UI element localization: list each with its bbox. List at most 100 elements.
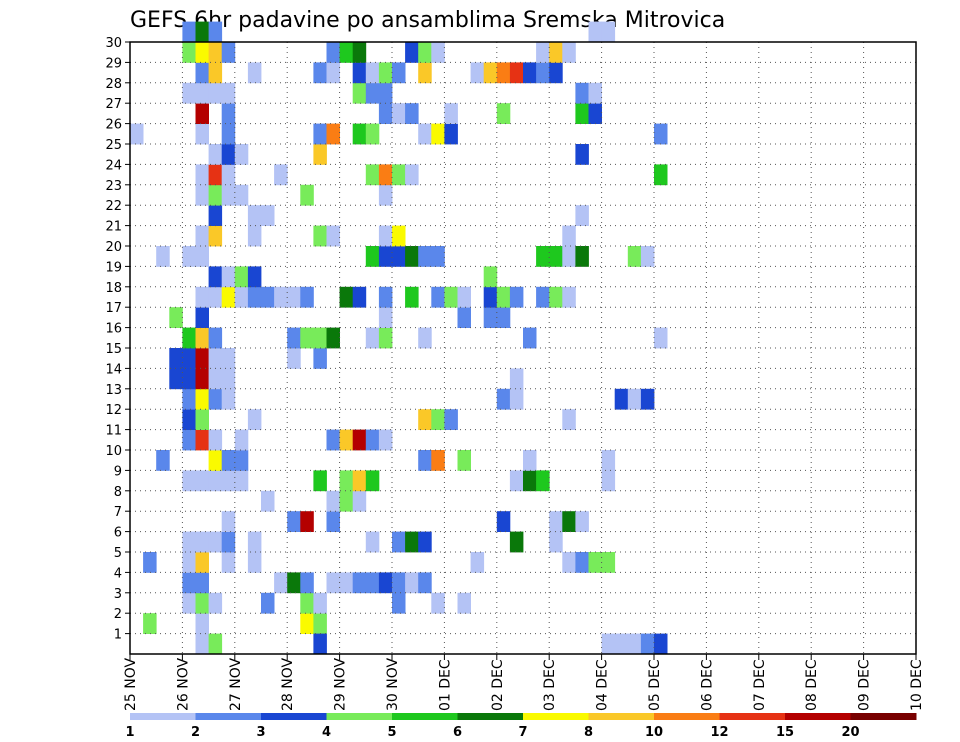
heatmap-cell xyxy=(221,164,236,186)
x-tick-label: 10 DEC xyxy=(909,659,925,711)
heatmap-cell xyxy=(287,327,301,349)
heatmap-cell xyxy=(247,531,262,553)
heatmap-cell xyxy=(208,368,223,390)
y-tick-label: 20 xyxy=(105,240,122,255)
heatmap-cell xyxy=(195,470,209,492)
y-tick-label: 22 xyxy=(105,199,122,214)
heatmap-cell xyxy=(392,225,406,247)
x-tick-label: 28 NOV xyxy=(280,657,296,711)
heatmap-cell xyxy=(614,388,629,410)
colorbar-label: 6 xyxy=(453,725,462,740)
heatmap-cell xyxy=(182,552,196,573)
x-tick-label: 03 DEC xyxy=(542,659,558,711)
x-tick-label: 06 DEC xyxy=(699,659,715,711)
colorbar-label: 3 xyxy=(256,725,265,740)
heatmap-cell xyxy=(143,552,157,573)
heatmap-cell xyxy=(195,62,209,84)
heatmap-cell xyxy=(470,552,485,573)
x-tick-label: 01 DEC xyxy=(437,659,453,711)
heatmap-cell xyxy=(536,42,550,63)
heatmap-cell xyxy=(182,572,196,594)
heatmap-cell xyxy=(378,307,393,328)
heatmap-cell xyxy=(418,246,432,267)
heatmap-cell xyxy=(523,62,537,84)
heatmap-cell xyxy=(444,286,458,308)
heatmap-cell xyxy=(378,225,393,247)
y-tick-label: 14 xyxy=(105,362,122,377)
heatmap-cell xyxy=(261,490,275,512)
heatmap-cell xyxy=(208,633,223,655)
heatmap-cell xyxy=(195,633,209,655)
heatmap-cell xyxy=(274,572,288,594)
heatmap-cell xyxy=(313,225,327,247)
heatmap-cell xyxy=(234,429,249,451)
colorbar-label: 8 xyxy=(584,725,593,740)
heatmap-cell xyxy=(339,490,354,512)
colorbar-swatch xyxy=(785,713,851,720)
colorbar-label: 7 xyxy=(518,725,527,740)
heatmap-cell xyxy=(457,307,471,328)
heatmap-cell xyxy=(221,388,236,410)
heatmap-cell xyxy=(326,42,340,63)
heatmap-cell xyxy=(352,470,367,492)
heatmap-cell xyxy=(352,490,367,512)
heatmap-cell xyxy=(431,123,445,145)
heatmap-cell xyxy=(208,348,223,369)
y-tick-label: 8 xyxy=(114,485,122,500)
heatmap-cell xyxy=(234,144,249,165)
heatmap-cell xyxy=(339,429,354,451)
heatmap-cell xyxy=(536,286,550,308)
heatmap-cell xyxy=(182,429,196,451)
heatmap-cell xyxy=(195,21,209,43)
heatmap-cell xyxy=(483,286,498,308)
heatmap-cell xyxy=(300,613,314,634)
heatmap-cell xyxy=(365,429,380,451)
heatmap-cell xyxy=(457,592,471,614)
heatmap-cell xyxy=(365,572,380,594)
heatmap-cell xyxy=(509,388,524,410)
heatmap-cell xyxy=(418,42,432,63)
heatmap-cell xyxy=(352,62,367,84)
y-tick-label: 10 xyxy=(105,444,122,459)
y-tick-label: 16 xyxy=(105,322,122,337)
heatmap-cell xyxy=(221,511,236,532)
heatmap-cell xyxy=(365,62,380,84)
y-tick-label: 24 xyxy=(105,158,122,173)
x-axis: 25 NOV 26 NOV 27 NOV 28 NOV 29 NOV 30 NOV 01 D… xyxy=(123,654,925,711)
heatmap-cell xyxy=(470,62,485,84)
heatmap-cell xyxy=(601,470,616,492)
heatmap-cell xyxy=(496,62,511,84)
heatmap-cell xyxy=(182,368,196,390)
heatmap-cell xyxy=(247,205,262,226)
heatmap-cell xyxy=(431,592,445,614)
heatmap-cell xyxy=(208,450,223,471)
heatmap-cell xyxy=(418,531,432,553)
heatmap-cell xyxy=(195,552,209,573)
heatmap-cell xyxy=(575,82,589,104)
heatmap-cell xyxy=(182,388,196,410)
heatmap-cell xyxy=(523,470,537,492)
y-tick-label: 15 xyxy=(105,342,122,357)
heatmap-cell xyxy=(418,62,432,84)
heatmap-cell xyxy=(405,42,419,63)
y-tick-label: 29 xyxy=(105,56,122,71)
heatmap-cell xyxy=(549,286,563,308)
heatmap-cell xyxy=(208,266,223,288)
heatmap-cell xyxy=(247,266,262,288)
heatmap-cell xyxy=(627,633,642,655)
x-tick-label: 25 NOV xyxy=(123,657,139,711)
y-axis: 1234567891011121314151617181920212223242… xyxy=(105,36,130,643)
y-tick-label: 17 xyxy=(105,301,122,316)
heatmap-cell xyxy=(378,327,393,349)
heatmap-cell xyxy=(247,225,262,247)
heatmap-cell xyxy=(405,531,419,553)
heatmap-cell xyxy=(365,164,380,186)
heatmap-cell xyxy=(208,62,223,84)
heatmap-cell xyxy=(378,246,393,267)
heatmap-cell xyxy=(509,286,524,308)
colorbar-label: 12 xyxy=(710,725,728,740)
heatmap-cell xyxy=(300,511,314,532)
heatmap-cell xyxy=(221,368,236,390)
heatmap-cell xyxy=(326,225,340,247)
heatmap-cell xyxy=(339,470,354,492)
